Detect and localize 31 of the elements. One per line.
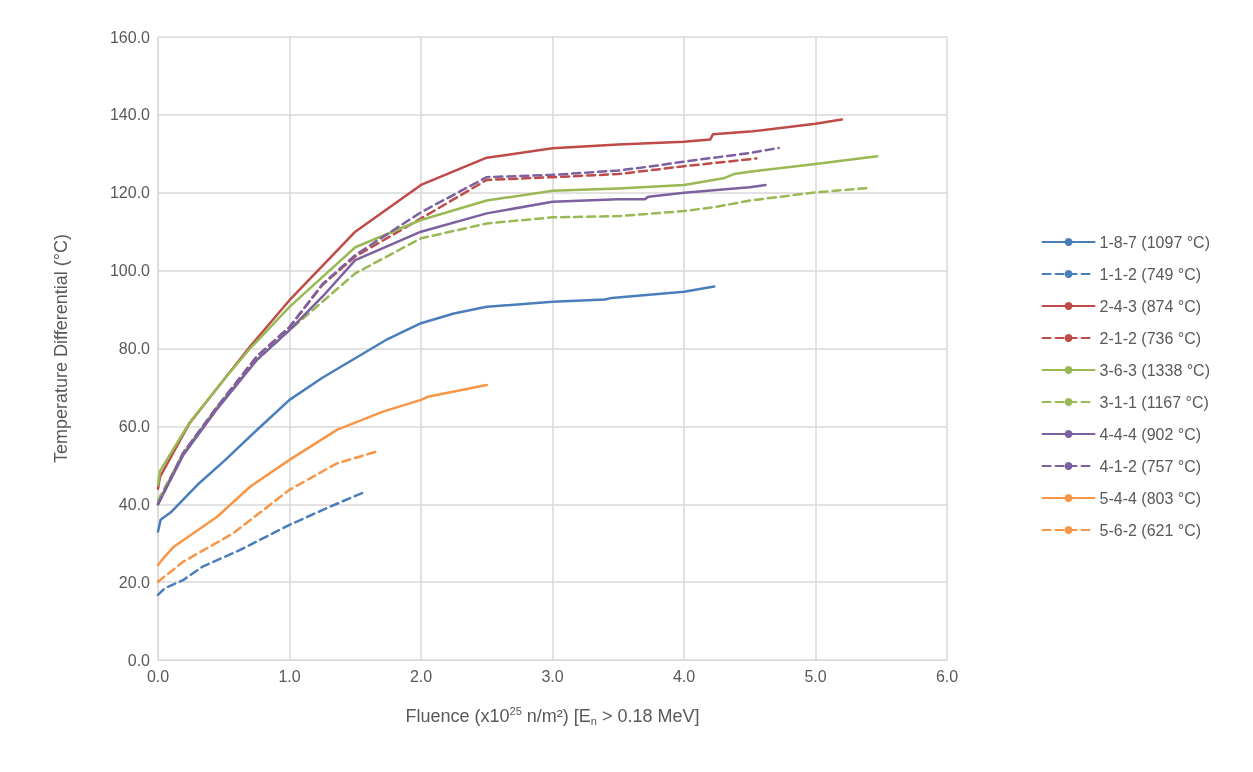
legend-label: 3-6-3 (1338 °C) bbox=[1099, 361, 1211, 379]
legend-label: 5-6-2 (621 °C) bbox=[1099, 521, 1202, 539]
x-tick-label: 1.0 bbox=[278, 667, 301, 685]
x-tick-label: 5.0 bbox=[804, 667, 827, 685]
y-tick-label: 160.0 bbox=[109, 28, 151, 46]
y-tick-label: 140.0 bbox=[109, 106, 151, 124]
line-series bbox=[156, 383, 488, 567]
legend-label: 2-1-2 (736 °C) bbox=[1099, 329, 1202, 347]
x-tick-label: 6.0 bbox=[935, 667, 959, 685]
line-series bbox=[156, 450, 378, 583]
x-tick-label: 0.0 bbox=[146, 667, 170, 685]
y-tick-label: 0.0 bbox=[127, 651, 151, 669]
legend-label: 1-1-2 (749 °C) bbox=[1099, 265, 1202, 283]
y-tick-label: 120.0 bbox=[109, 184, 151, 202]
x-tick-label: 3.0 bbox=[541, 667, 564, 685]
y-axis-title: Temperature Differential (°C) bbox=[51, 234, 71, 463]
legend-label: 4-4-4 (902 °C) bbox=[1099, 425, 1202, 443]
legend-label: 3-1-1 (1167 °C) bbox=[1099, 393, 1209, 411]
y-tick-label: 60.0 bbox=[118, 417, 151, 435]
line-series bbox=[156, 285, 716, 533]
x-tick-label: 2.0 bbox=[409, 667, 433, 685]
y-tick-label: 80.0 bbox=[118, 340, 151, 357]
legend-label: 4-1-2 (757 °C) bbox=[1099, 457, 1202, 475]
y-tick-label: 20.0 bbox=[118, 573, 151, 591]
x-tick-label: 4.0 bbox=[672, 667, 696, 685]
line-series bbox=[156, 491, 365, 597]
legend-label: 5-4-4 (803 °C) bbox=[1099, 489, 1202, 507]
legend-label: 1-8-7 (1097 °C) bbox=[1099, 233, 1211, 251]
y-tick-label: 100.0 bbox=[109, 262, 151, 280]
legend-label: 2-4-3 (874 °C) bbox=[1099, 297, 1202, 315]
y-tick-label: 40.0 bbox=[118, 495, 151, 513]
